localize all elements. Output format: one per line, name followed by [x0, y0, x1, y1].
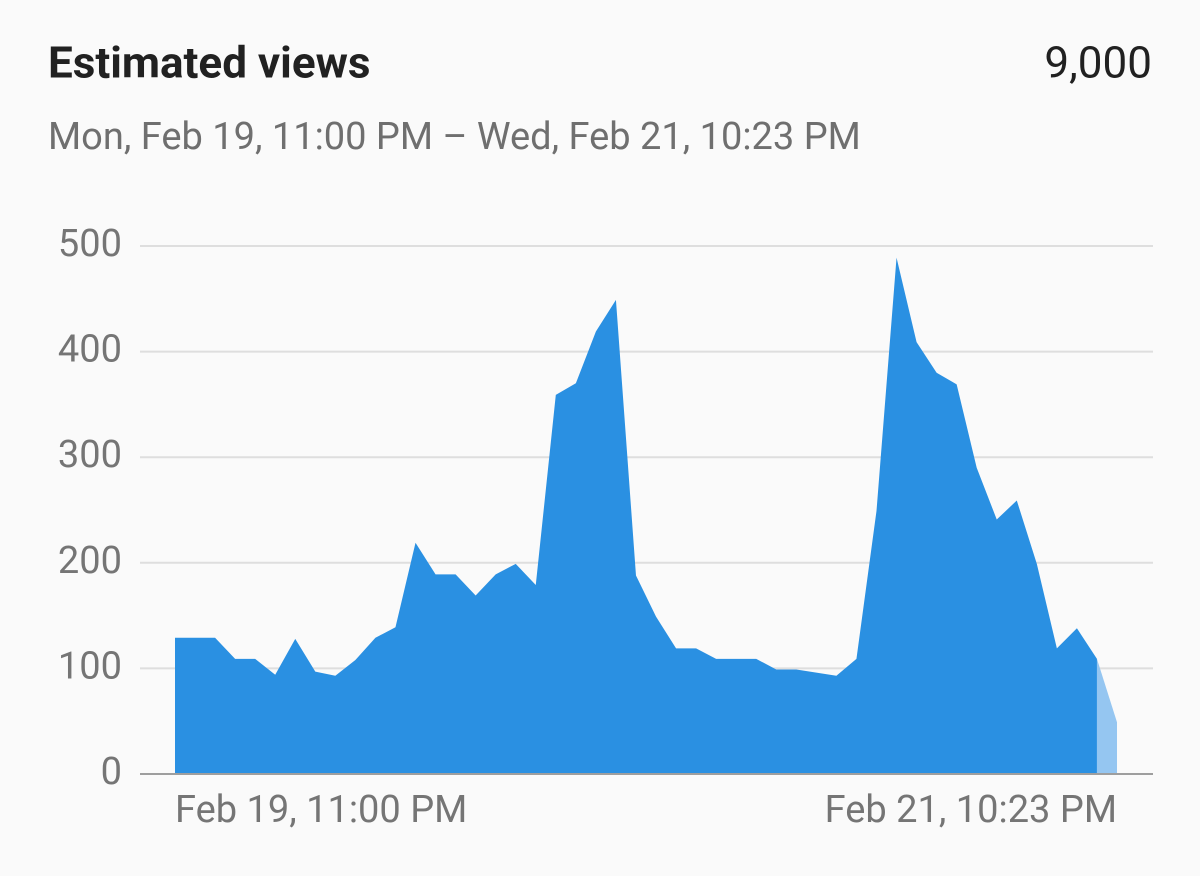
y-tick-label: 100	[58, 644, 122, 688]
y-tick-label: 500	[58, 222, 122, 266]
x-tick-label: Feb 21, 10:23 PM	[825, 788, 1117, 832]
y-tick-label: 300	[58, 433, 122, 477]
y-tick-label: 0	[101, 750, 122, 794]
partial-area	[1096, 658, 1117, 774]
y-tick-label: 400	[58, 328, 122, 372]
x-tick-label: Feb 19, 11:00 PM	[175, 788, 467, 832]
y-tick-label: 200	[58, 539, 122, 583]
card-title: Estimated views	[48, 37, 371, 89]
area	[175, 257, 1097, 775]
total-value: 9,000	[1044, 37, 1152, 89]
date-range: Mon, Feb 19, 11:00 PM – Wed, Feb 21, 10:…	[48, 115, 861, 159]
